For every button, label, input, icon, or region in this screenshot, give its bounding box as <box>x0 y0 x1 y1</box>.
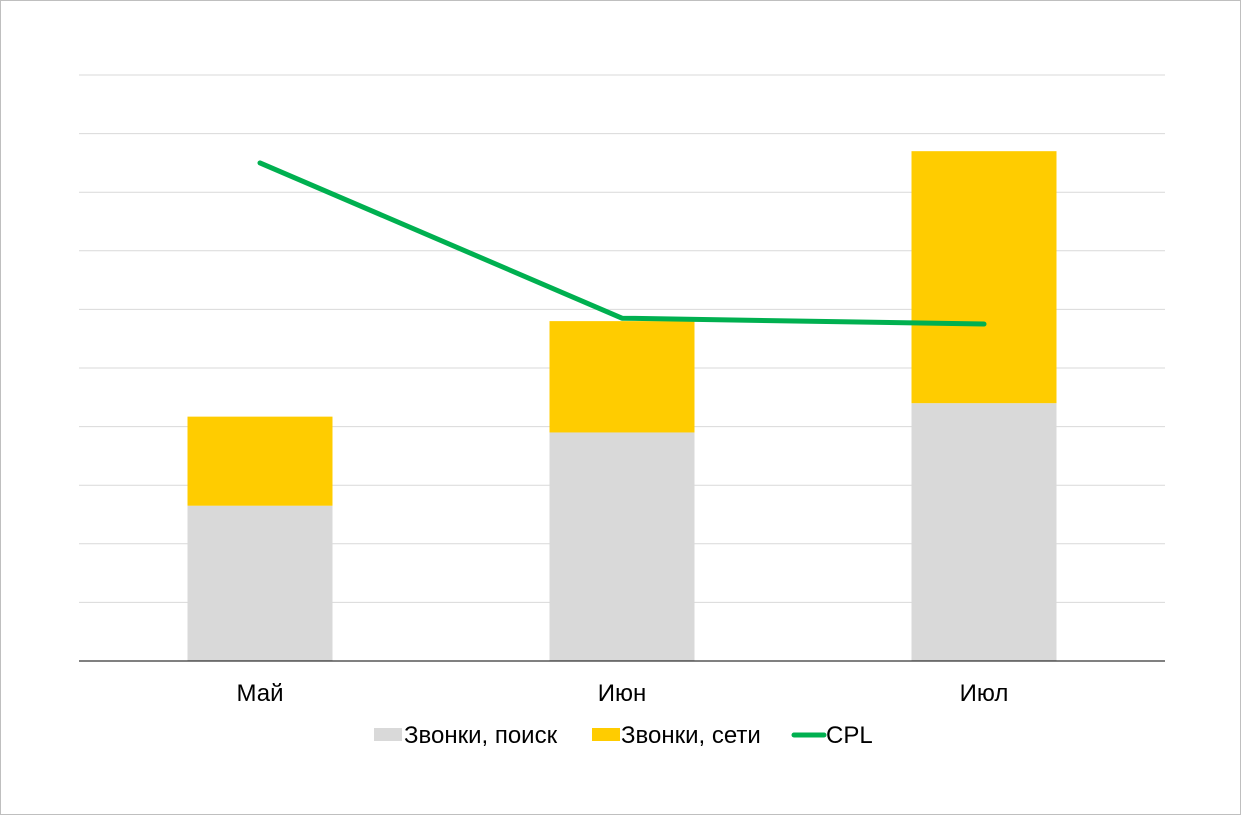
legend: Звонки, поиск Звонки, сети CPL <box>374 722 873 749</box>
bar-search-2 <box>911 403 1057 661</box>
series-lines <box>257 160 987 327</box>
bars <box>187 151 1057 661</box>
legend-label: Звонки, поиск <box>404 722 558 749</box>
bar-social-0 <box>187 416 333 506</box>
x-tick-label: Июл <box>960 680 1009 707</box>
x-tick-label: Июн <box>598 680 647 707</box>
legend-swatch <box>374 728 402 741</box>
x-tick-labels: Май Июн Июл <box>236 680 1008 707</box>
x-tick-label: Май <box>236 680 283 707</box>
legend-swatch <box>592 728 620 741</box>
legend-label: CPL <box>826 722 873 749</box>
bar-social-1 <box>549 321 695 433</box>
bar-social-2 <box>911 151 1057 404</box>
cpl-line <box>257 160 987 327</box>
bar-search-0 <box>187 505 333 661</box>
legend-label: Звонки, сети <box>621 722 761 749</box>
bar-search-1 <box>549 432 695 661</box>
